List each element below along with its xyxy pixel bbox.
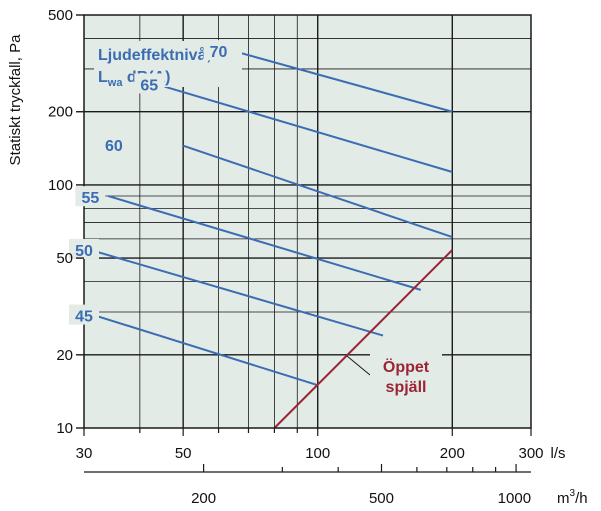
- series-label-background: [134, 73, 165, 94]
- series-label-background: [203, 40, 234, 61]
- series-label-background: [98, 133, 129, 154]
- series-label-50: 50: [75, 243, 93, 260]
- damper-label-line2: spjäll: [386, 379, 427, 396]
- sound-line-50: [83, 247, 384, 337]
- legend-line1: Ljudeffektnivå,: [98, 46, 211, 64]
- x-tick-label: 50: [175, 445, 192, 462]
- axis-ticks: [76, 14, 532, 473]
- plot-frame: [83, 14, 532, 429]
- sound-line-70: [233, 50, 453, 113]
- y-axis-title: Statiskt tryckfall, Pa: [7, 34, 24, 166]
- damper-label-line1: Öppet: [383, 357, 430, 376]
- y-tick-label: 50: [56, 250, 73, 267]
- damper-line: [273, 249, 453, 429]
- x-tick-label: 200: [440, 445, 465, 462]
- damper-leader-line: [346, 355, 371, 376]
- series-labels: 70 65 60 55 50 45: [69, 40, 234, 326]
- sound-line-60: [182, 144, 453, 239]
- tick-labels: 10 20 50 100 200 500 30 50 100 200 300 200 500 1000: [48, 7, 544, 507]
- series-label-65: 65: [140, 77, 158, 94]
- series-label-background: [69, 304, 99, 325]
- sound-line-55: [108, 195, 422, 291]
- x-unit-label: l/s: [551, 445, 566, 462]
- x-tick-label: 100: [305, 445, 330, 462]
- x2-unit-label: m3/h: [557, 488, 588, 507]
- y-tick-label: 200: [48, 104, 73, 121]
- y-tick-label: 500: [48, 7, 73, 24]
- series-label-background: [75, 186, 106, 207]
- y-tick-label: 20: [56, 347, 73, 364]
- sound-line-65: [162, 85, 453, 173]
- x2-tick-label: 1000: [498, 490, 531, 507]
- x-tick-label: 300: [518, 445, 543, 462]
- series-label-55: 55: [81, 190, 99, 207]
- x-tick-label: 30: [76, 445, 93, 462]
- y-tick-label: 10: [56, 420, 73, 437]
- damper-label-background: [370, 352, 442, 398]
- series-label-60: 60: [105, 138, 123, 155]
- x2-tick-label: 500: [369, 490, 394, 507]
- series-label-70: 70: [210, 44, 228, 61]
- sound-line-45: [83, 311, 319, 387]
- series-label-background: [69, 238, 99, 259]
- series-lines: [83, 50, 453, 429]
- y-tick-label: 100: [48, 177, 73, 194]
- damper-annotation: Öppet spjäll: [346, 352, 442, 398]
- x2-tick-label: 200: [191, 490, 216, 507]
- series-label-45: 45: [75, 309, 93, 326]
